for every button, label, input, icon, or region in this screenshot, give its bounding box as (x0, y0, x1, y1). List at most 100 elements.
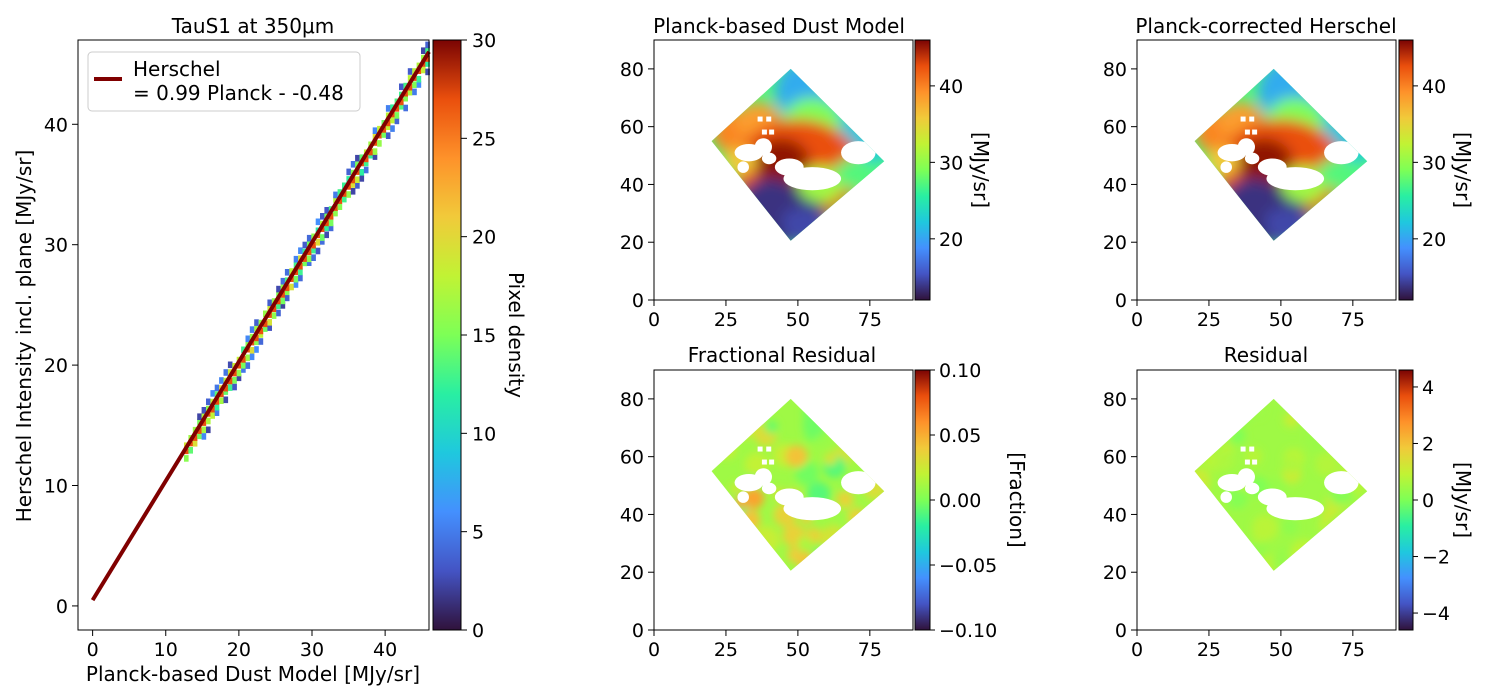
density-cell (412, 81, 417, 88)
colorbar-tick-label: 0 (472, 620, 484, 642)
fit-line (90, 50, 431, 602)
density-cell (359, 169, 365, 176)
density-cell (425, 68, 430, 76)
map-axes-frame (1136, 39, 1397, 301)
x-tick-label: 20 (227, 639, 251, 661)
map-blob (802, 414, 826, 438)
colorbar-tick-label: 0.05 (939, 425, 981, 447)
density-cell (184, 455, 189, 462)
map-blob (1337, 538, 1357, 558)
density-cell (333, 209, 338, 217)
density-cell (324, 231, 329, 239)
density-cell (298, 274, 303, 282)
density-legend: Herschel = 0.99 Planck - -0.48 (87, 51, 361, 112)
planck-model-title: Planck-based Dust Model (653, 14, 905, 38)
map-blob (1327, 514, 1353, 540)
density-cell (254, 334, 259, 342)
masked-region (1237, 138, 1255, 156)
density-cell (359, 175, 365, 182)
map-blob (853, 405, 869, 421)
map-blob (1320, 525, 1346, 551)
density-cell (271, 312, 277, 319)
x-tick-label: 75 (858, 639, 882, 661)
density-cell (416, 75, 422, 83)
density-cell (236, 374, 242, 382)
density-cell (210, 390, 215, 397)
y-tick-label: 20 (1103, 232, 1127, 254)
residual-colorbar-label: [MJy/sr] (1451, 462, 1475, 538)
map-colorbar (914, 369, 931, 631)
fractional-residual-title: Fractional Residual (688, 343, 876, 367)
density-cell (201, 407, 207, 414)
masked-pixel (1240, 446, 1246, 452)
masked-pixel (1249, 116, 1255, 122)
density-cell (254, 324, 259, 332)
density-cell (232, 377, 237, 384)
density-axes-frame (77, 39, 430, 631)
y-tick-label: 0 (1115, 620, 1127, 642)
masked-pixel (761, 129, 767, 135)
map-blob (824, 452, 837, 466)
map-blob (1283, 457, 1300, 473)
density-cell (390, 116, 395, 124)
map-blob (1218, 440, 1234, 456)
map-blob (752, 526, 780, 554)
masked-pixel (761, 459, 767, 465)
density-cell (280, 291, 286, 298)
density-cell (293, 281, 299, 288)
y-tick-label: 80 (620, 389, 644, 411)
map-blob (713, 548, 733, 567)
map-blob (1306, 424, 1335, 453)
density-cell (425, 41, 430, 49)
density-cell (355, 182, 360, 189)
density-cell (399, 83, 404, 91)
map-blob (787, 547, 803, 563)
density-cell (302, 259, 308, 267)
density-cell (342, 182, 347, 190)
masked-region (754, 138, 772, 156)
density-cell (346, 191, 351, 198)
density-cell (311, 254, 316, 261)
x-tick-label: 0 (87, 639, 99, 661)
density-cell (302, 255, 308, 262)
colorbar-tick-label: 0.00 (939, 490, 981, 512)
colorbar-tick-label: −4 (1422, 603, 1450, 625)
density-cell (206, 417, 211, 425)
density-cell (241, 346, 246, 354)
colorbar-tick-label: 40 (1422, 76, 1446, 98)
density-cell (324, 219, 329, 227)
map-blob (711, 428, 730, 453)
density-cell (258, 331, 264, 338)
masked-pixel (766, 116, 772, 122)
density-cell (306, 248, 312, 256)
legend-entry-herschel: Herschel (133, 57, 221, 81)
y-tick-label: 60 (1103, 117, 1127, 139)
map-blob (780, 206, 827, 241)
density-cell (271, 305, 277, 312)
density-cell (210, 405, 215, 413)
density-cell (223, 369, 229, 376)
map-axes-frame (653, 39, 914, 301)
density-cell (284, 284, 290, 292)
density-plot-area (90, 41, 431, 602)
density-cell (372, 153, 378, 160)
map-image (711, 398, 885, 571)
masked-pixel (1244, 129, 1250, 135)
y-tick-label: 30 (44, 235, 68, 257)
density-cell (399, 103, 404, 110)
density-colorbar-ticks: 0 5 10 15 20 25 30 (461, 30, 496, 642)
density-cell (214, 384, 220, 392)
map-blob (1331, 533, 1360, 562)
density-cell (412, 68, 417, 75)
density-cell (385, 132, 391, 139)
colorbar-tick-label: 30 (1422, 152, 1446, 174)
map-blob (1290, 539, 1319, 569)
map-blob (836, 490, 854, 508)
density-cell (394, 117, 400, 125)
x-tick-label: 0 (648, 309, 660, 331)
density-cell (298, 268, 303, 276)
density-cell (315, 247, 321, 255)
map-blob (1229, 402, 1252, 424)
map-blob (1211, 413, 1235, 438)
density-cell (425, 47, 430, 54)
